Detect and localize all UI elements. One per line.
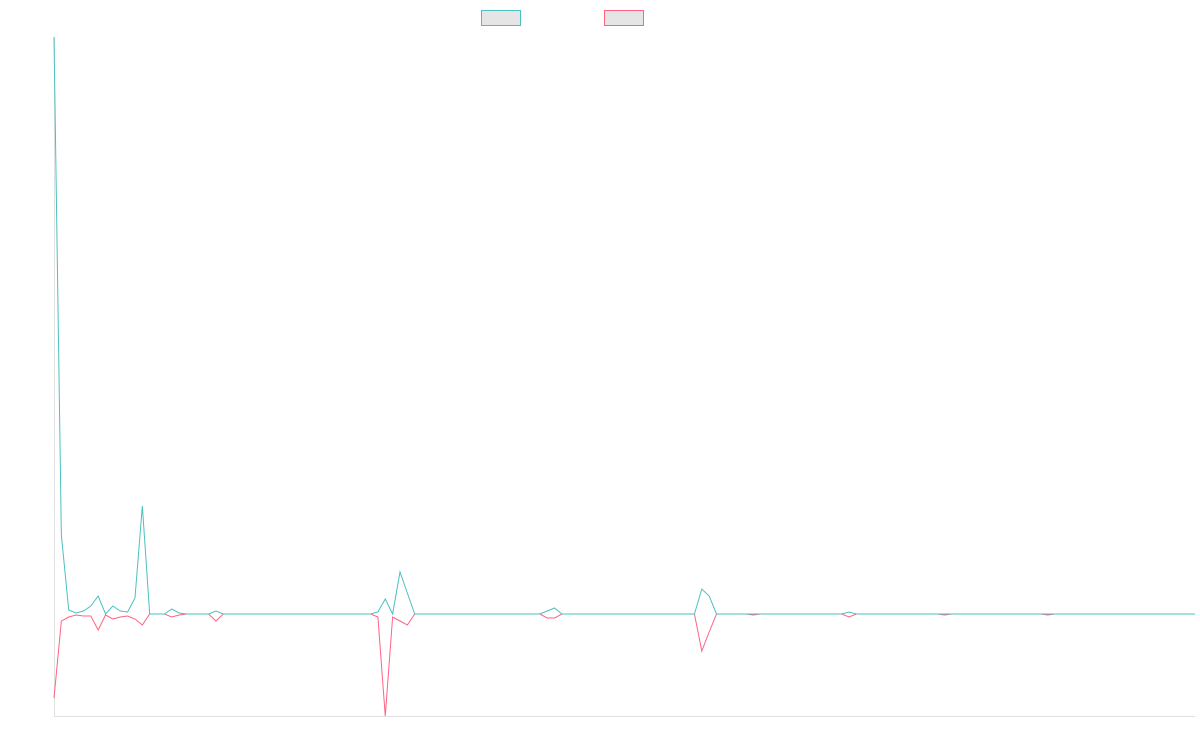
legend-swatch — [481, 10, 521, 26]
series-line — [53, 613, 1195, 717]
legend-swatch — [604, 10, 644, 26]
series-line — [53, 36, 1195, 616]
